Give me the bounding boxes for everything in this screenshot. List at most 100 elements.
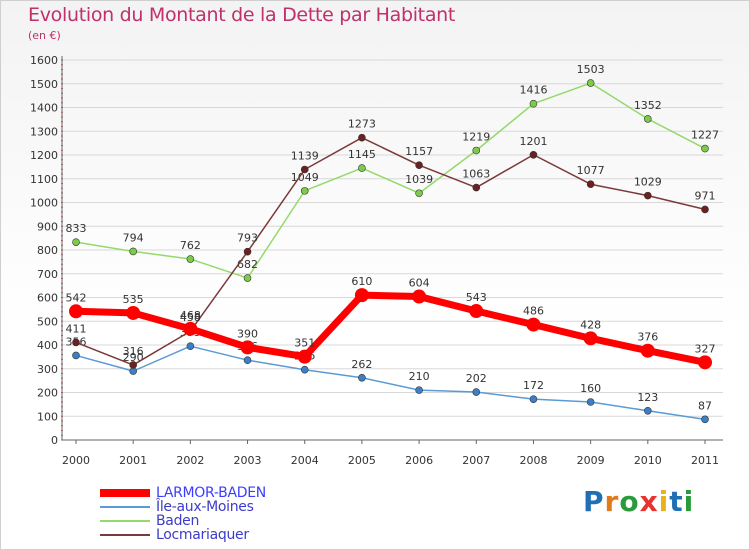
data-point-locmariaquer xyxy=(472,183,481,192)
data-point-locmariaquer xyxy=(529,150,538,159)
data-label-locmariaquer: 1063 xyxy=(462,168,490,181)
y-tick-label: 600 xyxy=(37,292,58,305)
data-point-locmariaquer xyxy=(644,191,652,200)
data-point-baden xyxy=(129,247,137,256)
y-tick-label: 1300 xyxy=(30,125,58,138)
data-point--le-aux-moines xyxy=(644,406,652,415)
data-point--le-aux-moines xyxy=(472,388,481,396)
data-label-locmariaquer: 1029 xyxy=(634,176,662,189)
data-point-baden xyxy=(529,99,538,108)
legend-label: LARMOR-BADEN xyxy=(156,485,266,501)
data-point-baden xyxy=(300,187,309,195)
data-point-locmariaquer xyxy=(129,361,137,369)
data-label-larmor-baden: 535 xyxy=(123,293,144,306)
data-point-locmariaquer xyxy=(701,205,709,214)
data-label-baden: 1219 xyxy=(462,130,490,143)
data-point-baden xyxy=(701,144,709,153)
logo-letter: o xyxy=(619,485,640,518)
x-tick-label: 2009 xyxy=(577,454,605,467)
y-tick-label: 700 xyxy=(37,268,58,281)
data-label-locmariaquer: 458 xyxy=(180,311,201,324)
data-label-larmor-baden: 351 xyxy=(294,337,315,350)
y-tick-label: 100 xyxy=(37,410,58,423)
x-tick-label: 2001 xyxy=(119,454,147,467)
data-point-larmor-baden xyxy=(412,289,427,304)
data-label-larmor-baden: 604 xyxy=(409,277,430,290)
logo-letter: i xyxy=(658,485,670,518)
data-point-locmariaquer xyxy=(586,180,595,189)
legend-label: Baden xyxy=(156,513,200,529)
legend-label: Île-aux-Moines xyxy=(156,499,254,515)
data-point-larmor-baden xyxy=(183,321,198,336)
data-point-larmor-baden xyxy=(526,317,541,332)
data-point--le-aux-moines xyxy=(529,395,538,403)
data-point--le-aux-moines xyxy=(358,373,366,382)
legend-swatch xyxy=(100,506,150,508)
data-label-locmariaquer: 1273 xyxy=(348,118,376,131)
data-point-baden xyxy=(243,274,252,282)
series-line-baden xyxy=(75,82,706,279)
x-tick-label: 2011 xyxy=(691,454,719,467)
data-label-larmor-baden: 543 xyxy=(466,291,487,304)
y-tick-label: 1100 xyxy=(30,173,58,186)
legend-swatch xyxy=(100,489,150,497)
data-point-baden xyxy=(358,164,366,172)
y-tick-label: 200 xyxy=(37,387,58,400)
data-label--le-aux-moines: 87 xyxy=(698,399,712,412)
legend-label: Locmariaquer xyxy=(156,527,249,543)
data-label-locmariaquer: 1139 xyxy=(291,149,319,162)
data-point-locmariaquer xyxy=(72,338,80,347)
data-point-locmariaquer xyxy=(358,133,366,142)
data-point--le-aux-moines xyxy=(72,351,80,360)
data-point-baden xyxy=(72,238,80,246)
legend-swatch xyxy=(100,520,150,522)
y-tick-label: 400 xyxy=(37,339,58,352)
data-point-locmariaquer xyxy=(415,161,423,170)
data-point--le-aux-moines xyxy=(586,398,595,406)
data-label-baden: 833 xyxy=(66,222,87,235)
data-label-larmor-baden: 486 xyxy=(523,305,544,318)
data-label-locmariaquer: 1201 xyxy=(519,135,547,148)
data-label--le-aux-moines: 290 xyxy=(123,351,144,364)
data-label-baden: 762 xyxy=(180,239,201,252)
x-tick-label: 2007 xyxy=(462,454,490,467)
y-tick-label: 900 xyxy=(37,220,58,233)
data-label--le-aux-moines: 160 xyxy=(580,382,601,395)
x-tick-label: 2004 xyxy=(291,454,319,467)
data-label-larmor-baden: 428 xyxy=(580,318,601,331)
proxiti-logo: Proxiti xyxy=(583,485,694,518)
data-point-baden xyxy=(586,79,595,87)
data-point-baden xyxy=(186,255,195,263)
data-label-locmariaquer: 316 xyxy=(123,345,144,358)
data-label-baden: 794 xyxy=(123,231,144,244)
data-label-locmariaquer: 971 xyxy=(695,189,716,202)
data-point-larmor-baden xyxy=(698,355,712,370)
data-point-baden xyxy=(644,115,652,123)
chart-title: Evolution du Montant de la Dette par Hab… xyxy=(28,4,456,26)
logo-letter: i xyxy=(683,485,695,518)
data-label-baden: 1416 xyxy=(519,84,547,97)
legend-swatch xyxy=(100,534,150,536)
logo-letter: x xyxy=(639,485,659,518)
series-line-larmor-baden xyxy=(75,291,706,366)
data-label-baden: 1039 xyxy=(405,173,433,186)
data-label-larmor-baden: 542 xyxy=(66,291,87,304)
data-label--le-aux-moines: 202 xyxy=(466,372,487,385)
data-point-larmor-baden xyxy=(583,331,598,346)
data-point-larmor-baden xyxy=(69,304,83,319)
data-point-larmor-baden xyxy=(469,304,484,319)
data-label-locmariaquer: 1077 xyxy=(577,164,605,177)
data-point-larmor-baden xyxy=(126,305,141,320)
data-point--le-aux-moines xyxy=(701,415,709,424)
y-tick-label: 300 xyxy=(37,363,58,376)
data-point-baden xyxy=(415,189,423,198)
logo-letter: r xyxy=(604,485,620,518)
data-point--le-aux-moines xyxy=(415,386,423,394)
data-label-larmor-baden: 468 xyxy=(180,309,201,322)
data-point--le-aux-moines xyxy=(300,365,309,374)
y-tick-label: 1000 xyxy=(30,197,58,210)
y-tick-label: 1600 xyxy=(30,54,58,67)
data-label-larmor-baden: 327 xyxy=(695,342,716,355)
data-label--le-aux-moines: 172 xyxy=(523,379,544,392)
